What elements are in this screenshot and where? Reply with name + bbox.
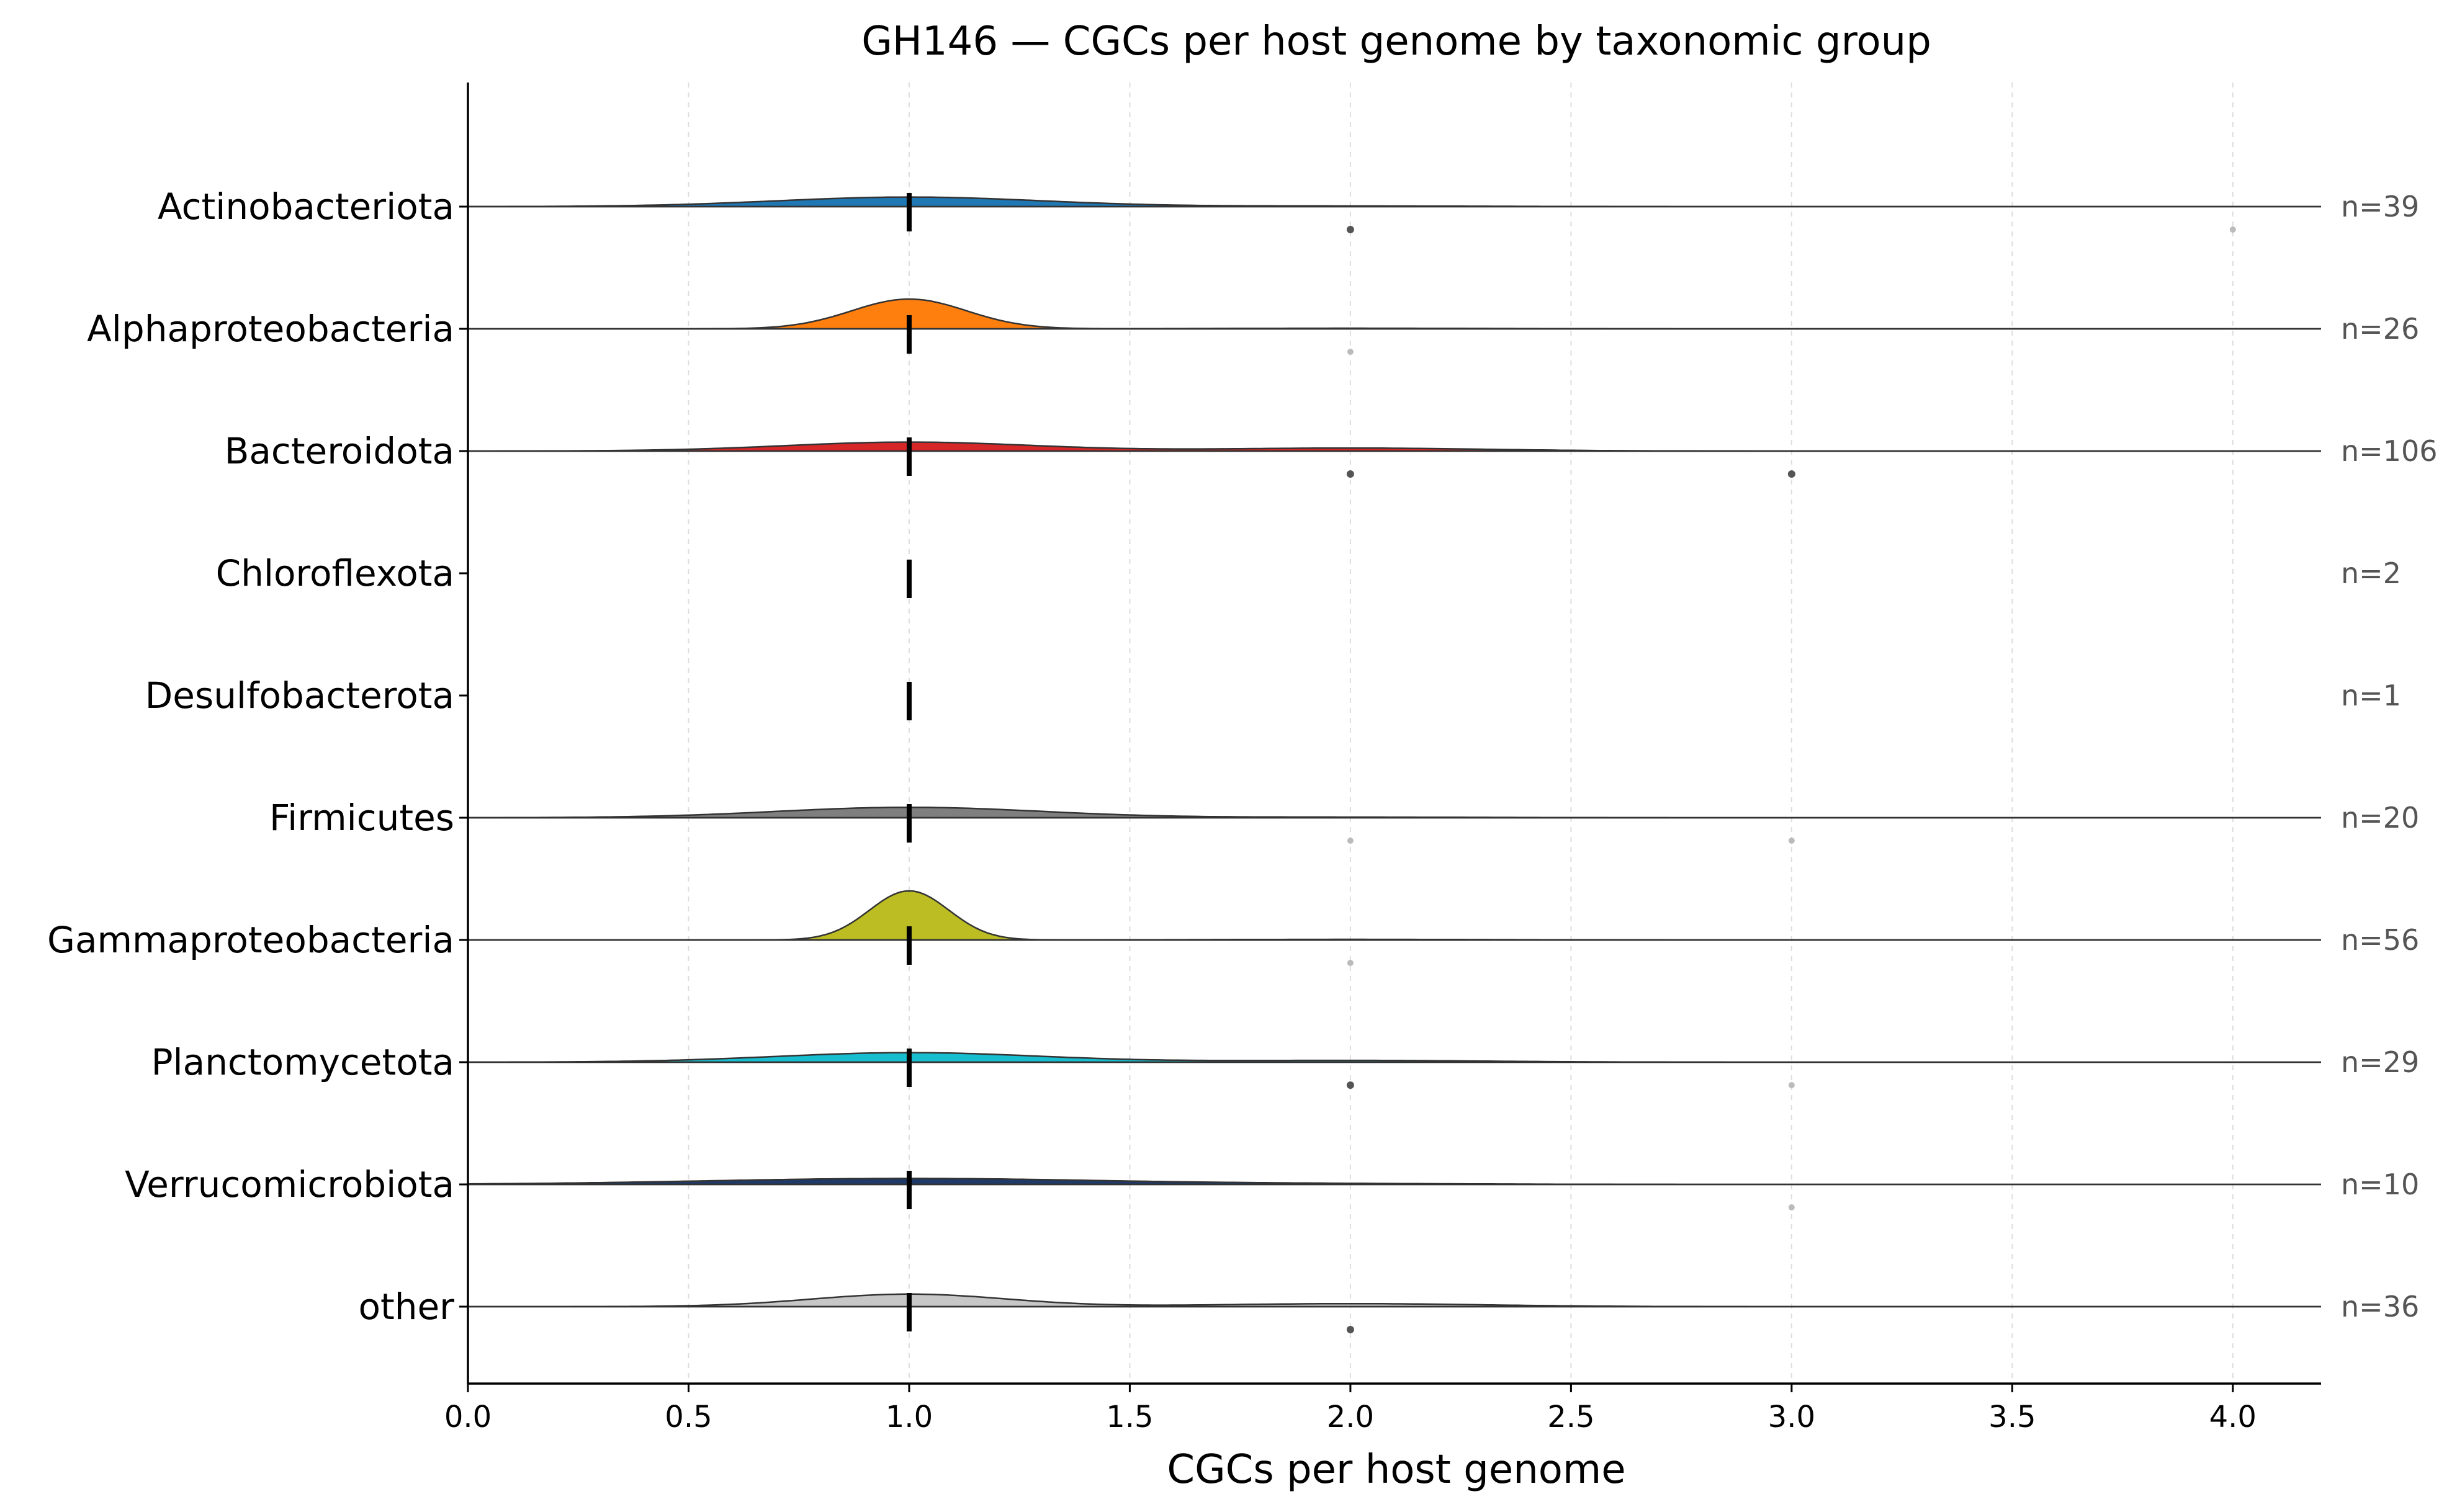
outlier-point <box>1347 838 1354 844</box>
outlier-point <box>2229 226 2236 233</box>
category-label: other <box>358 1286 454 1328</box>
category-label: Bacteroidota <box>225 430 454 472</box>
x-axis-label: CGCs per host genome <box>1167 1447 1625 1493</box>
outlier-point <box>1346 226 1354 233</box>
count-label: n=20 <box>2341 801 2419 834</box>
outlier-point <box>1788 838 1795 844</box>
x-tick-label: 2.5 <box>1547 1400 1594 1434</box>
ridge-group: Gammaproteobacteria n=56 <box>47 890 2419 966</box>
ridge-group: Alphaproteobacteria n=26 <box>87 298 2419 355</box>
density-curve <box>468 298 2321 330</box>
x-tick-label: 4.0 <box>2209 1400 2257 1434</box>
count-label: n=56 <box>2341 923 2419 957</box>
outlier-point <box>1346 1326 1354 1333</box>
category-label: Verrucomicrobiota <box>125 1163 454 1206</box>
ridge-group: other n=36 <box>358 1286 2419 1333</box>
ridge-group: Planctomycetota n=29 <box>151 1041 2419 1089</box>
count-label: n=10 <box>2341 1168 2419 1201</box>
outlier-point <box>1788 1204 1795 1210</box>
count-label: n=26 <box>2341 312 2419 346</box>
category-label: Chloroflexota <box>216 552 454 594</box>
density-curve <box>467 1178 2321 1186</box>
grid-lines <box>467 83 2234 1384</box>
category-label: Gammaproteobacteria <box>47 919 454 961</box>
count-label: n=1 <box>2341 679 2401 712</box>
x-tick-label: 1.5 <box>1106 1400 1153 1434</box>
x-tick-label: 2.0 <box>1327 1400 1374 1434</box>
density-curve <box>468 441 2321 452</box>
category-label: Desulfobacterota <box>145 674 454 717</box>
ridge-group: Chloroflexota n=2 <box>216 552 2401 598</box>
ridge-group: Firmicutes n=20 <box>269 797 2419 844</box>
ridges: Actinobacteriota n=39 Alphaproteobacteria n… <box>47 186 2438 1333</box>
density-curve <box>467 806 2321 819</box>
outlier-point <box>1788 1082 1795 1088</box>
x-tick-label: 0.0 <box>444 1400 492 1434</box>
outlier-point <box>1347 349 1354 355</box>
density-curve <box>467 196 2321 208</box>
category-label: Planctomycetota <box>151 1041 454 1083</box>
x-tick-label: 3.5 <box>1988 1400 2036 1434</box>
axes: 0.0 0.5 1.0 1.5 2.0 2.5 3.0 3.5 4.0 <box>444 83 2321 1434</box>
category-label: Alphaproteobacteria <box>87 308 454 350</box>
category-label: Firmicutes <box>269 797 454 839</box>
count-label: n=106 <box>2341 434 2438 468</box>
count-label: n=36 <box>2341 1290 2419 1323</box>
x-tick-label: 0.5 <box>665 1400 712 1434</box>
ridge-group: Desulfobacterota n=1 <box>145 674 2401 720</box>
category-label: Actinobacteriota <box>158 186 454 228</box>
outlier-point <box>1347 960 1354 966</box>
x-tick-label: 3.0 <box>1768 1400 1815 1434</box>
density-curve <box>467 1052 2321 1063</box>
outlier-point <box>1787 470 1795 478</box>
ridge-group: Bacteroidota n=106 <box>225 430 2438 478</box>
count-label: n=39 <box>2341 190 2419 223</box>
ridge-group: Actinobacteriota n=39 <box>158 186 2419 233</box>
outlier-point <box>1346 470 1354 478</box>
density-curve <box>468 890 2321 941</box>
count-label: n=2 <box>2341 557 2401 590</box>
count-label: n=29 <box>2341 1045 2419 1079</box>
ridge-group: Verrucomicrobiota n=10 <box>125 1163 2419 1210</box>
x-tick-label: 1.0 <box>886 1400 933 1434</box>
density-curve <box>468 1293 2321 1308</box>
outlier-point <box>1346 1081 1354 1089</box>
chart-title: GH146 — CGCs per host genome by taxonomi… <box>861 19 1931 65</box>
